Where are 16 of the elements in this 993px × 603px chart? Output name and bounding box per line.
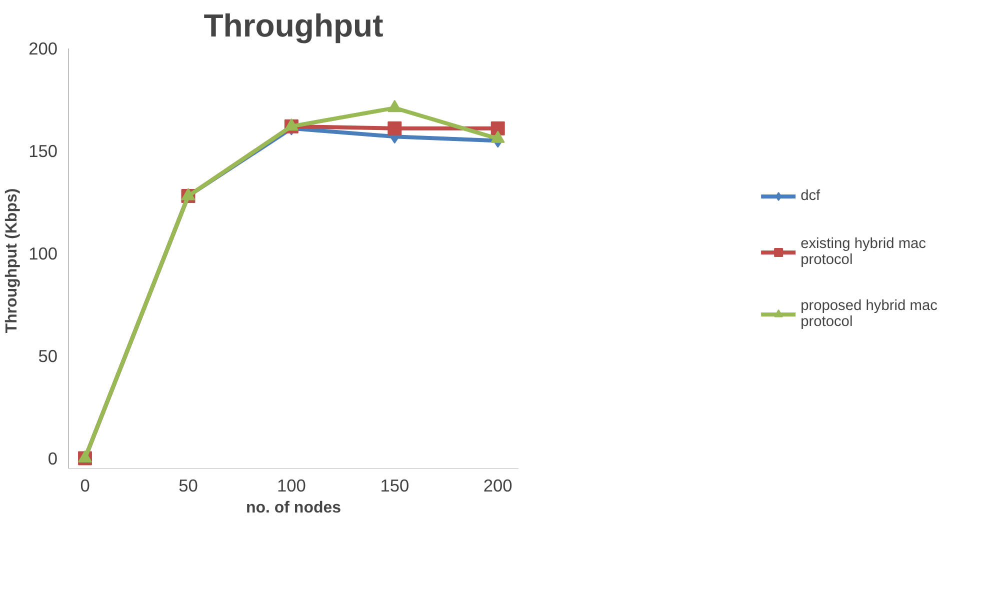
chart-title: Throughput [204,8,384,44]
y-tick-label: 200 [28,38,58,58]
x-tick-label: 50 [178,476,198,496]
x-tick-label: 200 [483,476,512,496]
y-tick-label: 50 [38,346,58,366]
y-tick-label: 100 [28,243,58,264]
x-axis-title: no. of nodes [246,500,342,516]
y-tick-label: 150 [28,140,58,161]
x-tick-label: 100 [276,476,306,496]
x-tick-label: 150 [380,476,410,496]
y-axis-title: Throughput (Kbps) [4,188,21,334]
legend-label: existing hybrid mac protocol [800,236,926,268]
x-tick-label: 0 [80,476,90,496]
legend-label: proposed hybrid mac protocol [800,298,938,330]
y-tick-label: 0 [48,448,58,468]
legend-label: dcf [800,188,821,204]
